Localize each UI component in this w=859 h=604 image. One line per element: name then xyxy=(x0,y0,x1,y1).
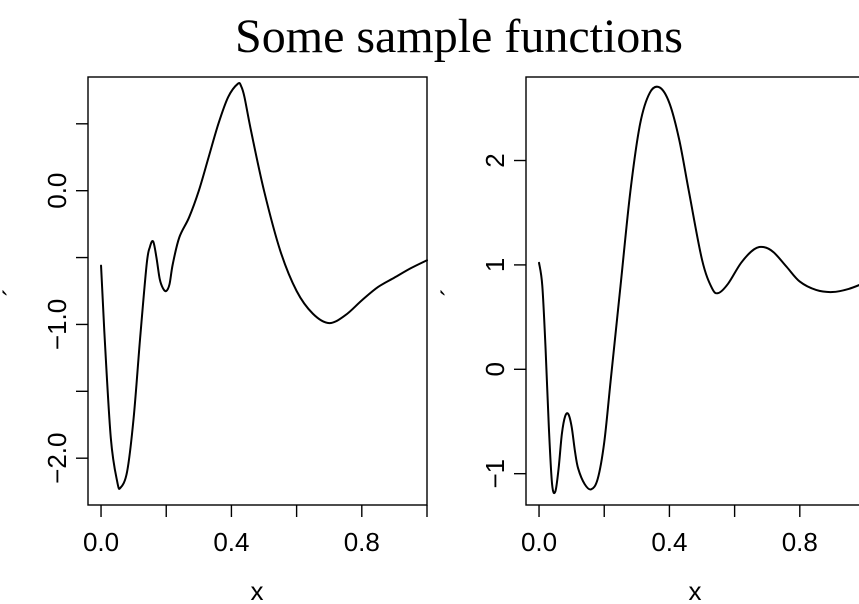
right-panel: 0.0 0.4 0.8 −1 0 1 2 x ´ xyxy=(436,76,859,604)
left-y-tick-label: 0.0 xyxy=(42,173,72,209)
left-x-tick-label: 0.4 xyxy=(213,527,249,557)
right-x-axis: 0.0 0.4 0.8 xyxy=(521,505,818,557)
right-y-tick-label: 0 xyxy=(480,362,510,376)
right-x-axis-title: x xyxy=(689,576,702,604)
right-x-tick-label: 0.4 xyxy=(651,527,687,557)
left-y-tick-label: −2.0 xyxy=(42,433,72,484)
right-function-curve xyxy=(538,85,859,495)
right-y-axis: −1 0 1 2 xyxy=(480,153,526,489)
left-x-tick-label: 0.0 xyxy=(83,527,119,557)
right-y-tick-label: 1 xyxy=(480,258,510,272)
left-plot-frame xyxy=(87,76,428,506)
left-y-tick-label: −1.0 xyxy=(42,299,72,350)
left-function-curve xyxy=(100,82,428,490)
right-y-axis-title: ´ xyxy=(436,288,466,297)
left-panel: 0.0 0.4 0.8 −2.0 −1.0 0.0 x ´ xyxy=(0,76,428,604)
left-y-axis-title: ´ xyxy=(0,288,28,297)
right-x-tick-label: 0.0 xyxy=(521,527,557,557)
left-x-tick-label: 0.8 xyxy=(344,527,380,557)
right-y-tick-label: −1 xyxy=(480,459,510,489)
left-x-axis-title: x xyxy=(251,576,264,604)
left-y-axis: −2.0 −1.0 0.0 xyxy=(42,123,88,484)
left-x-axis: 0.0 0.4 0.8 xyxy=(83,505,428,557)
figure-title: Some sample functions xyxy=(235,10,683,63)
right-y-tick-label: 2 xyxy=(480,153,510,167)
right-plot-frame xyxy=(525,76,859,506)
right-x-tick-label: 0.8 xyxy=(782,527,818,557)
